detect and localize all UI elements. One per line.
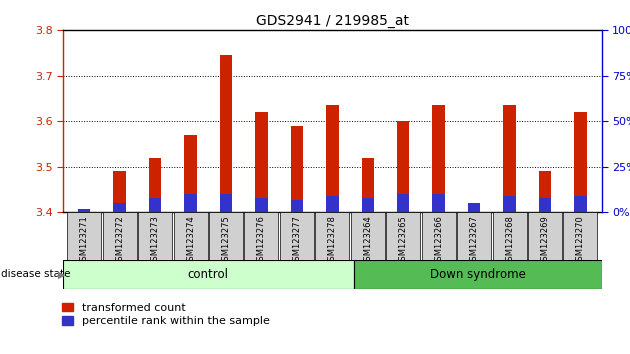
Text: GSM123265: GSM123265 [399,215,408,266]
Bar [138,212,172,260]
Bar [574,112,587,212]
Bar [503,196,516,212]
Bar [326,196,338,212]
Text: GSM123267: GSM123267 [469,215,479,266]
Bar [209,212,243,260]
Bar [539,198,551,212]
Bar [220,194,232,212]
Text: GSM123271: GSM123271 [80,215,89,266]
Bar [185,135,197,212]
Bar [149,198,161,212]
Bar [539,171,551,212]
Bar [290,200,303,212]
Bar [326,105,338,212]
Bar [113,203,126,212]
Bar [457,212,491,260]
Bar [280,212,314,260]
Text: Down syndrome: Down syndrome [430,268,525,281]
Title: GDS2941 / 219985_at: GDS2941 / 219985_at [256,14,409,28]
Bar [563,212,597,260]
Bar [220,55,232,212]
Text: GSM123268: GSM123268 [505,215,514,266]
Text: disease state: disease state [1,269,71,279]
Text: ▶: ▶ [58,269,66,279]
Text: GSM123272: GSM123272 [115,215,124,266]
Bar [421,212,455,260]
Bar [351,212,385,260]
Bar [244,212,278,260]
Bar [493,212,527,260]
Bar [432,105,445,212]
Bar [315,212,349,260]
Text: GSM123276: GSM123276 [257,215,266,266]
Bar [290,126,303,212]
Bar [78,209,91,212]
Bar [174,212,207,260]
Bar [149,158,161,212]
Bar [113,171,126,212]
Text: GSM123273: GSM123273 [151,215,159,266]
Bar [63,260,353,289]
Bar [528,212,562,260]
Legend: transformed count, percentile rank within the sample: transformed count, percentile rank withi… [62,303,270,326]
Bar [386,212,420,260]
Bar [362,198,374,212]
Text: GSM123270: GSM123270 [576,215,585,266]
Bar [397,121,410,212]
Bar [353,260,602,289]
Text: GSM123274: GSM123274 [186,215,195,266]
Text: GSM123264: GSM123264 [364,215,372,266]
Text: GSM123269: GSM123269 [541,215,549,266]
Bar [255,112,268,212]
Bar [574,196,587,212]
Bar [255,198,268,212]
Bar [67,212,101,260]
Text: GSM123275: GSM123275 [222,215,231,266]
Text: control: control [188,268,229,281]
Text: GSM123266: GSM123266 [434,215,443,266]
Bar [468,203,480,212]
Text: GSM123278: GSM123278 [328,215,337,266]
Bar [503,105,516,212]
Bar [397,194,410,212]
Text: GSM123277: GSM123277 [292,215,301,266]
Bar [103,212,137,260]
Bar [432,194,445,212]
Bar [362,158,374,212]
Bar [185,194,197,212]
Bar [468,203,480,212]
